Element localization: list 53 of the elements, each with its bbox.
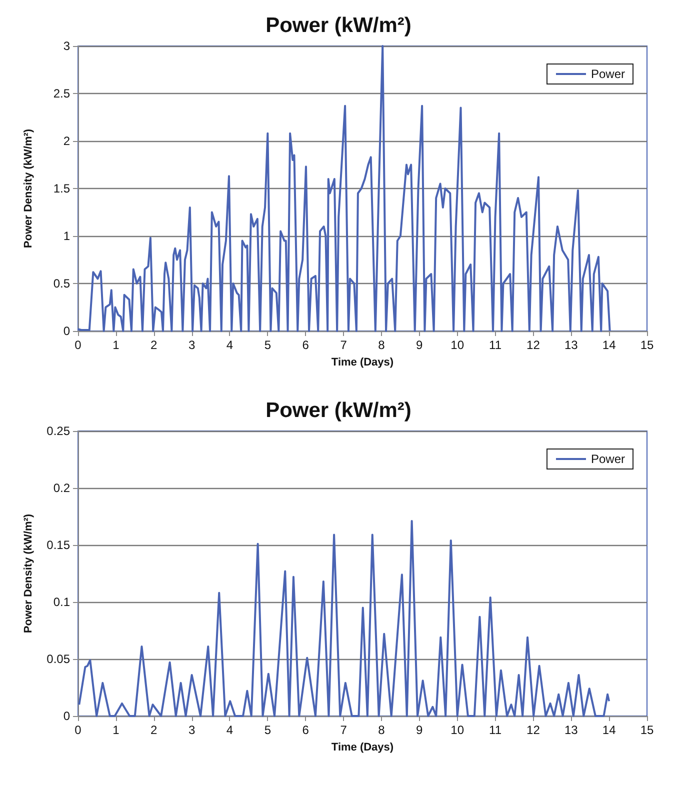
y-tick-label: 0 xyxy=(63,324,70,338)
y-tick-label: 0.15 xyxy=(46,538,70,552)
legend-label: Power xyxy=(590,452,626,466)
legend-label: Power xyxy=(590,67,626,81)
x-tick-label: 10 xyxy=(450,338,464,352)
x-tick-label: 2 xyxy=(150,723,158,737)
y-tick-label: 1.5 xyxy=(53,182,70,196)
x-tick-label: 1 xyxy=(112,338,120,352)
y-tick-label: 2 xyxy=(63,134,70,148)
x-tick-label: 15 xyxy=(640,723,654,737)
x-tick-label: 0 xyxy=(74,338,82,352)
chart-title: Power (kW/m²) xyxy=(266,14,412,37)
y-tick-label: 0.1 xyxy=(53,595,70,609)
x-tick-label: 3 xyxy=(188,723,196,737)
y-axis-title: Power Density (kW/m²) xyxy=(22,514,34,634)
x-tick-label: 1 xyxy=(112,723,120,737)
y-tick-label: 1 xyxy=(63,229,70,243)
y-tick-label: 0.2 xyxy=(53,481,70,495)
y-tick-label: 0 xyxy=(63,709,70,723)
x-tick-label: 10 xyxy=(450,723,464,737)
x-tick-label: 3 xyxy=(188,338,196,352)
x-tick-label: 4 xyxy=(226,723,234,737)
x-tick-label: 11 xyxy=(489,723,502,737)
x-tick-label: 8 xyxy=(378,723,386,737)
x-tick-label: 11 xyxy=(489,338,502,352)
x-tick-label: 6 xyxy=(302,723,310,737)
x-tick-label: 6 xyxy=(302,338,310,352)
y-tick-label: 0.5 xyxy=(53,276,70,290)
y-tick-label: 2.5 xyxy=(53,86,70,100)
x-tick-label: 5 xyxy=(264,723,272,737)
x-tick-label: 12 xyxy=(526,723,540,737)
x-tick-label: 13 xyxy=(564,723,578,737)
x-tick-label: 9 xyxy=(416,338,424,352)
x-tick-label: 14 xyxy=(602,723,616,737)
chart-title: Power (kW/m²) xyxy=(266,399,412,422)
y-tick-label: 0.25 xyxy=(46,424,70,438)
x-tick-label: 0 xyxy=(74,723,82,737)
x-axis-title: Time (Days) xyxy=(331,742,394,754)
x-tick-label: 8 xyxy=(378,338,386,352)
x-tick-label: 15 xyxy=(640,338,654,352)
x-tick-label: 12 xyxy=(526,338,540,352)
y-tick-label: 0.05 xyxy=(46,652,70,666)
x-tick-label: 7 xyxy=(340,723,348,737)
y-axis-title: Power Density (kW/m²) xyxy=(22,128,34,248)
x-tick-label: 9 xyxy=(416,723,424,737)
x-tick-label: 7 xyxy=(340,338,348,352)
x-tick-label: 4 xyxy=(226,338,234,352)
x-tick-label: 5 xyxy=(264,338,272,352)
x-tick-label: 2 xyxy=(150,338,158,352)
x-tick-label: 14 xyxy=(602,338,616,352)
x-tick-label: 13 xyxy=(564,338,578,352)
y-tick-label: 3 xyxy=(63,39,70,53)
x-axis-title: Time (Days) xyxy=(331,356,394,368)
